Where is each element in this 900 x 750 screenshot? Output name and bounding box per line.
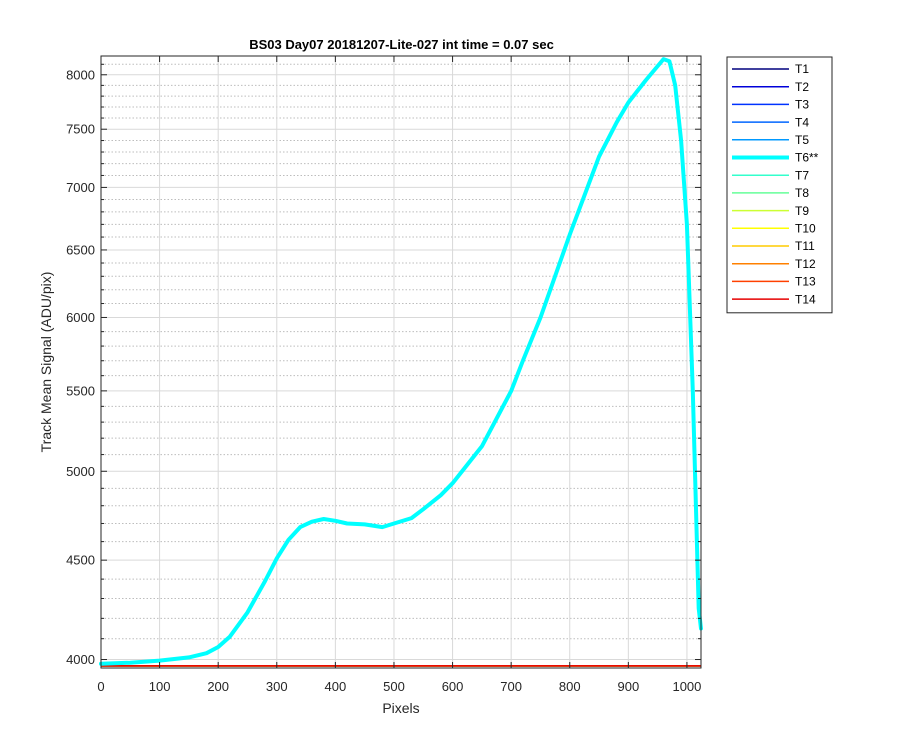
- legend-label: T13: [795, 275, 816, 289]
- legend-label: T11: [795, 239, 815, 253]
- legend-label: T1: [795, 62, 809, 76]
- legend-label: T12: [795, 257, 816, 271]
- legend-label: T8: [795, 186, 809, 200]
- chart-title: BS03 Day07 20181207-Lite-027 int time = …: [249, 37, 554, 52]
- y-tick-label: 5500: [66, 383, 95, 398]
- x-tick-label: 600: [442, 679, 464, 694]
- y-tick-label: 7000: [66, 180, 95, 195]
- y-tick-label: 4000: [66, 652, 95, 667]
- axes-box: [100, 55, 702, 669]
- x-tick-label: 200: [207, 679, 229, 694]
- legend-label: T6**: [795, 151, 819, 165]
- legend-box: [726, 56, 833, 314]
- legend-label: T9: [795, 204, 809, 218]
- x-tick-label: 900: [617, 679, 639, 694]
- y-tick-label: 8000: [66, 67, 95, 82]
- x-tick-label: 300: [266, 679, 288, 694]
- x-tick-label: 700: [500, 679, 522, 694]
- legend-label: T7: [795, 168, 809, 182]
- x-tick-label: 1000: [672, 679, 701, 694]
- legend-label: T3: [795, 98, 809, 112]
- y-tick-label: 6500: [66, 242, 95, 257]
- x-axis-label: Pixels: [382, 700, 419, 716]
- legend-label: T5: [795, 133, 809, 147]
- ticks: 0 100 200 300 400 500 600 700 800 900 1000 4000 4500…: [66, 56, 701, 694]
- x-tick-label: 100: [149, 679, 171, 694]
- y-tick-label: 6000: [66, 310, 95, 325]
- legend-label: T10: [795, 222, 816, 236]
- series-line-t6: [99, 57, 703, 666]
- highlight-series-group: [99, 57, 703, 666]
- y-axis-label: Track Mean Signal (ADU/pix): [38, 272, 54, 453]
- y-tick-label: 4500: [66, 553, 95, 568]
- y-tick-label: 5000: [66, 464, 95, 479]
- legend-label: T2: [795, 80, 809, 94]
- legend-label: T14: [795, 292, 816, 306]
- x-tick-label: 0: [97, 679, 104, 694]
- legend: T1 T2 T3 T4 T5 T6** T7 T8 T9 T10 T11 T12 T13 T14: [726, 56, 833, 314]
- x-tick-label: 400: [325, 679, 347, 694]
- y-tick-label: 7500: [66, 122, 95, 137]
- x-tick-label: 800: [559, 679, 581, 694]
- legend-label: T4: [795, 115, 809, 129]
- x-tick-label: 500: [383, 679, 405, 694]
